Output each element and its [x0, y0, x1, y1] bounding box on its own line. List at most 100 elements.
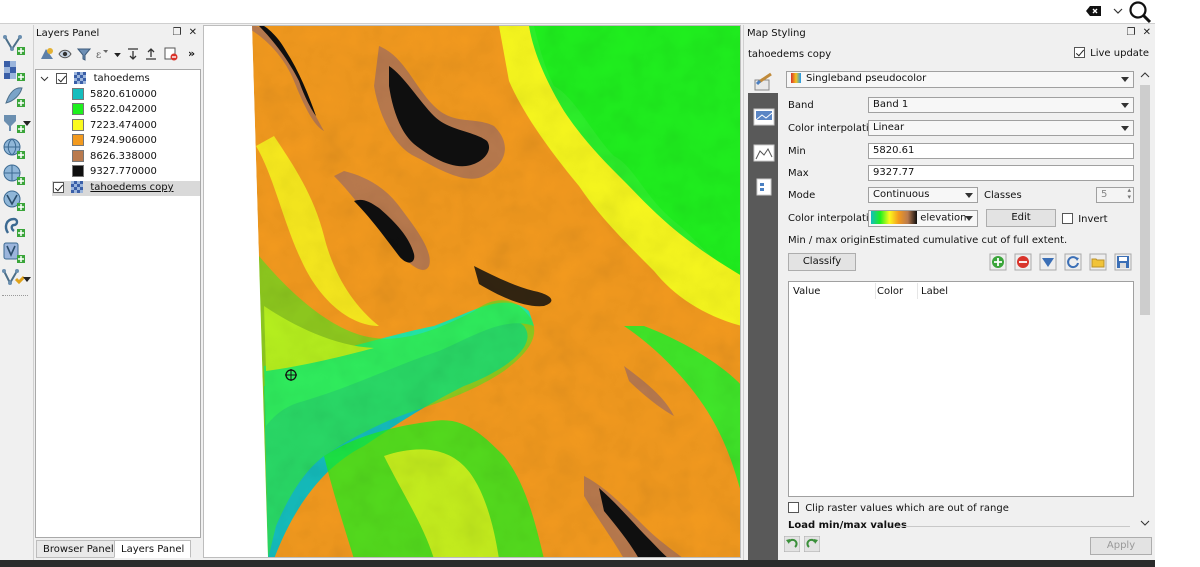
edit-ramp-button[interactable]: Edit [986, 209, 1056, 227]
legend-value: 5820.610000 [90, 89, 157, 100]
redo-icon[interactable] [804, 536, 820, 552]
color-interpolation-value: Linear [873, 122, 905, 133]
classes-spinbox[interactable]: 5 ▴ ▾ [1096, 187, 1134, 203]
minmax-origin-value: Estimated cumulative cut of full extent. [869, 235, 1068, 246]
legend-swatch [72, 119, 84, 131]
max-input[interactable]: 9327.77 [868, 165, 1134, 181]
panel-controls: ❐ ✕ [172, 27, 197, 38]
add-wms-layer-icon[interactable] [2, 137, 26, 159]
histogram-tab-icon[interactable] [753, 143, 775, 163]
minmax-origin-label: Min / max origin: [788, 235, 873, 246]
folder-open-icon[interactable] [1089, 253, 1107, 271]
zoom-cursor-icon [285, 369, 297, 381]
live-update-toggle[interactable]: Live update [1073, 47, 1149, 59]
legend-swatch [72, 103, 84, 115]
add-value-icon[interactable] [989, 253, 1007, 271]
close-icon[interactable]: ✕ [1142, 27, 1151, 38]
add-delimited-text-layer-icon[interactable] [2, 85, 26, 107]
search-input[interactable] [4, 3, 1079, 20]
raster-layer-icon [71, 181, 84, 193]
color-interpolation-label: Color interpolation [788, 123, 882, 134]
chevron-up-icon[interactable] [1140, 71, 1150, 79]
remove-layer-icon[interactable] [164, 47, 178, 61]
chevron-down-icon[interactable] [23, 277, 31, 283]
symbology-tab-icon[interactable] [753, 107, 775, 127]
invert-checkbox[interactable] [1062, 213, 1073, 224]
live-update-checkbox[interactable] [1073, 47, 1085, 58]
sort-values-icon[interactable] [1039, 253, 1057, 271]
undo-icon[interactable] [784, 536, 800, 552]
add-wfs-layer-icon[interactable] [2, 189, 26, 211]
close-icon[interactable]: ✕ [188, 27, 197, 38]
chevron-down-icon[interactable] [1140, 519, 1150, 527]
status-bar [0, 560, 1155, 567]
color-interpolation-select[interactable]: Linear [868, 120, 1134, 136]
live-update-label: Live update [1090, 47, 1149, 59]
mode-value: Continuous [873, 189, 930, 200]
eye-icon[interactable] [58, 47, 72, 61]
class-table[interactable]: Value Color Label [788, 281, 1134, 497]
search-icon[interactable] [1127, 0, 1153, 24]
renderer-select[interactable]: Singleband pseudocolor [786, 71, 1134, 88]
sidebar-top [748, 69, 778, 95]
classify-button[interactable]: Classify [788, 253, 856, 271]
chevron-down-icon[interactable] [23, 121, 31, 127]
new-shapefile-layer-icon[interactable] [2, 267, 26, 289]
chevron-down-icon[interactable] [1112, 5, 1124, 17]
expression-filter-icon[interactable]: ε [95, 47, 109, 61]
color-ramp-select[interactable]: elevation [868, 210, 978, 227]
tab-layers-panel[interactable]: Layers Panel [114, 540, 192, 558]
svg-text:ε: ε [96, 50, 101, 61]
add-virtual-layer-icon[interactable] [2, 215, 26, 237]
mode-select[interactable]: Continuous [868, 187, 978, 203]
expand-all-icon[interactable] [126, 47, 140, 61]
tab-browser-panel[interactable]: Browser Panel [36, 540, 121, 558]
add-raster-layer-icon[interactable] [2, 59, 26, 81]
clip-checkbox[interactable] [788, 502, 799, 513]
table-header-label: Label [921, 286, 948, 297]
add-vector-layer-icon[interactable] [2, 33, 26, 55]
apply-button[interactable]: Apply [1090, 537, 1152, 555]
style-manager-icon[interactable] [40, 47, 54, 61]
remove-value-icon[interactable] [1014, 253, 1032, 271]
add-wcs-layer-icon[interactable] [2, 163, 26, 185]
column-divider [917, 283, 918, 299]
paintbrush-icon[interactable] [753, 72, 775, 92]
clear-icon[interactable] [1086, 5, 1102, 17]
styling-footer: Apply [744, 529, 1156, 560]
layer-visibility-checkbox[interactable] [56, 72, 68, 84]
float-icon[interactable]: ❐ [1126, 27, 1136, 38]
add-spatialite-layer-icon[interactable] [2, 111, 26, 133]
more-icon[interactable]: » [188, 47, 196, 60]
refresh-icon[interactable] [1064, 253, 1082, 271]
panel-controls: ❐ ✕ [1126, 27, 1151, 38]
layer-visibility-checkbox[interactable] [53, 181, 64, 193]
float-icon[interactable]: ❐ [172, 27, 182, 38]
load-minmax-section[interactable]: Load min/max values [788, 520, 907, 531]
chevron-down-icon[interactable] [114, 53, 121, 58]
legend-item: 8626.338000 [72, 150, 157, 165]
spinner-icon[interactable]: ▴ ▾ [1127, 186, 1131, 201]
map-styling-panel: Map Styling ❐ ✕ tahoedems copy Live upda… [743, 25, 1155, 560]
chevron-down-icon[interactable] [40, 74, 49, 83]
legend-value: 9327.770000 [90, 166, 157, 177]
add-geopackage-layer-icon[interactable] [2, 241, 26, 263]
legend-item: 7924.906000 [72, 134, 157, 149]
min-input[interactable]: 5820.61 [868, 143, 1134, 159]
scrollbar-thumb[interactable] [1140, 85, 1150, 315]
layer-name: tahoedems copy [90, 182, 174, 193]
save-icon[interactable] [1114, 253, 1132, 271]
band-select[interactable]: Band 1 [868, 97, 1134, 113]
mode-label: Mode [788, 190, 816, 201]
collapse-all-icon[interactable] [144, 47, 158, 61]
metadata-tab-icon[interactable] [753, 177, 775, 197]
section-divider [896, 526, 1130, 527]
filter-icon[interactable] [77, 47, 91, 61]
map-canvas[interactable] [203, 25, 741, 558]
classes-value: 5 [1101, 189, 1108, 200]
invert-toggle[interactable]: Invert [1062, 213, 1108, 225]
layer-row-tahoedems-copy[interactable]: tahoedems copy [52, 181, 200, 196]
layer-row-tahoedems[interactable]: tahoedems [40, 72, 150, 87]
clip-toggle[interactable]: Clip raster values which are out of rang… [788, 502, 1009, 514]
legend-value: 7223.474000 [90, 120, 157, 131]
